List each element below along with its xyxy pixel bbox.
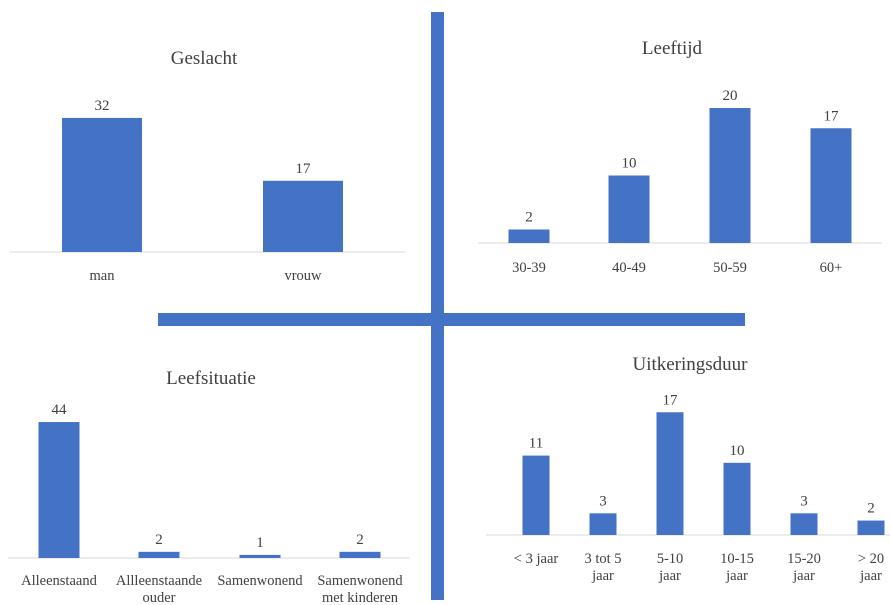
leeftijd-value-label-2: 10	[622, 156, 637, 172]
vertical-divider	[431, 12, 444, 600]
uitkeringsduur-bar-3	[656, 412, 684, 535]
uitkeringsduur-value-label-3: 17	[663, 392, 679, 408]
leeftijd-value-label-3: 20	[723, 88, 738, 104]
uitkeringsduur-category-label-2: 3 tot 5 jaar	[584, 551, 621, 584]
leefsituatie-chart-title: Leefsituatie	[166, 368, 256, 389]
geslacht-bar-1	[62, 117, 142, 252]
leeftijd-bar-3	[709, 108, 751, 243]
uitkeringsduur-value-label-2: 3	[599, 493, 607, 509]
leeftijd-value-label-4: 17	[824, 108, 840, 124]
leeftijd-bar-4	[810, 128, 852, 243]
leeftijd-category-label-1: 30-39	[512, 260, 546, 276]
geslacht-category-label-1: man	[90, 268, 116, 284]
leeftijd-category-label-4: 60+	[820, 260, 843, 276]
geslacht-value-label-1: 32	[95, 98, 110, 114]
leefsituatie-category-label-3: Samenwonend	[217, 573, 303, 589]
leefsituatie-bar-4	[339, 551, 381, 558]
geslacht-chart-title: Geslacht	[171, 48, 238, 69]
leefsituatie-value-label-3: 1	[256, 535, 264, 551]
uitkeringsduur-chart-title: Uitkeringsduur	[632, 354, 748, 375]
leefsituatie-category-label-4: Samenwonend met kinderen	[317, 573, 403, 605]
leefsituatie-value-label-1: 44	[52, 402, 68, 418]
uitkeringsduur-bar-4	[723, 462, 751, 535]
uitkeringsduur-category-label-3: 5-10 jaar	[657, 551, 684, 584]
leefsituatie-value-label-4: 2	[356, 532, 364, 548]
leeftijd-category-label-3: 50-59	[713, 260, 747, 276]
geslacht-category-label-2: vrouw	[284, 268, 322, 284]
uitkeringsduur-value-label-4: 10	[730, 443, 745, 459]
uitkeringsduur-value-label-1: 11	[529, 436, 543, 452]
leefsituatie-bar-1	[38, 422, 80, 558]
geslacht-bar-2	[263, 180, 343, 252]
uitkeringsduur-category-label-4: 10-15 jaar	[720, 551, 754, 584]
leefsituatie-value-label-2: 2	[155, 532, 163, 548]
uitkeringsduur-category-label-6: > 20 jaar	[858, 551, 884, 584]
leefsituatie-bar-3	[239, 554, 281, 558]
leeftijd-bar-2	[608, 175, 650, 243]
uitkeringsduur-value-label-5: 3	[800, 493, 808, 509]
uitkeringsduur-bar-2	[589, 513, 617, 535]
leeftijd-chart-title: Leeftijd	[642, 38, 703, 59]
uitkeringsduur-value-label-6: 2	[867, 501, 875, 517]
leefsituatie-category-label-1: Alleenstaand	[21, 573, 97, 589]
leeftijd-category-label-2: 40-49	[612, 260, 646, 276]
horizontal-divider	[158, 313, 745, 326]
leefsituatie-category-label-2: Allleenstaande ouder	[116, 573, 202, 605]
uitkeringsduur-category-label-5: 15-20 jaar	[787, 551, 821, 584]
uitkeringsduur-bar-1	[522, 455, 550, 535]
geslacht-value-label-2: 17	[296, 161, 312, 177]
uitkeringsduur-category-label-1: < 3 jaar	[514, 551, 559, 567]
leefsituatie-bar-2	[138, 551, 180, 558]
uitkeringsduur-bar-5	[790, 513, 818, 535]
uitkeringsduur-bar-6	[857, 520, 885, 535]
leeftijd-bar-1	[508, 229, 550, 243]
leeftijd-value-label-1: 2	[525, 210, 533, 226]
